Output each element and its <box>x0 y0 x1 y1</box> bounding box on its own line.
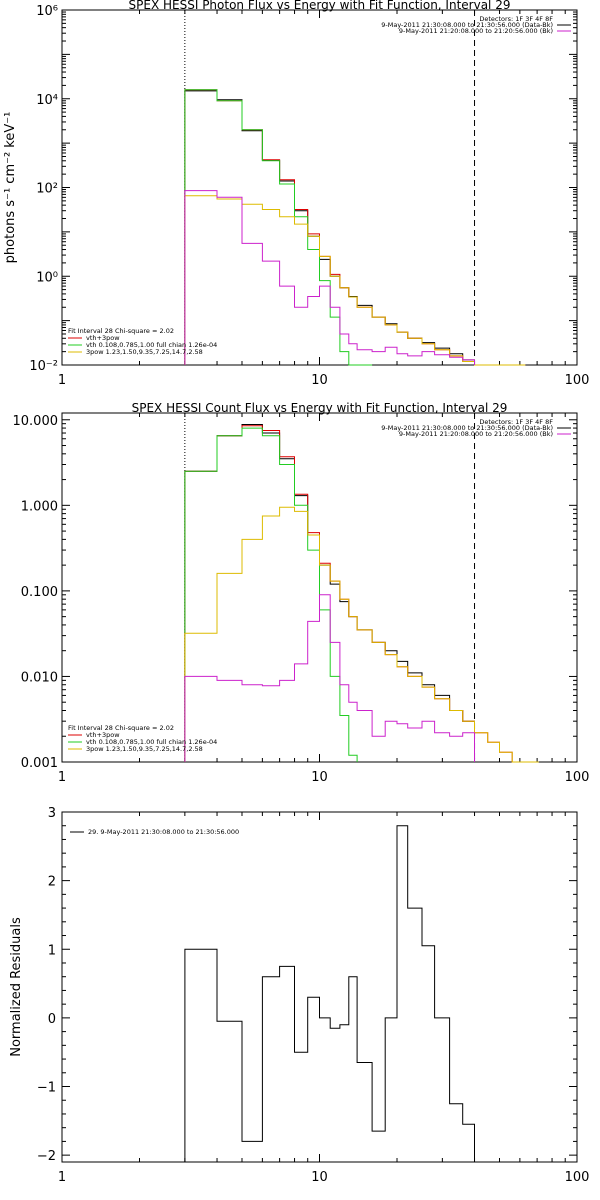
legend-topright-entry: 9-May-2011 21:30:08.000 to 21:30:56.000 … <box>381 21 553 29</box>
x-tick-label: 1 <box>58 770 66 785</box>
series-vth <box>184 427 358 762</box>
y-tick-label: 10.000 <box>13 414 59 429</box>
chart-panel-3: 1 10 100 −2 −1 0 1 2 3 Normalized Residuals 29. 9-… <box>9 806 589 1185</box>
legend-fit-info: Fit Interval 28 Chi-square = 2.02 <box>68 724 174 732</box>
legend-fit-info: Fit Interval 28 Chi-square = 2.02 <box>68 327 174 335</box>
legend-entry: 3pow 1.23,1.50,9.35,7.25,14.7,2.58 <box>86 745 203 753</box>
x-tick-label: 100 <box>565 1170 590 1185</box>
chart-title: SPEX HESSI Photon Flux vs Energy with Fi… <box>129 0 511 12</box>
y-tick-label: 1 <box>48 943 56 958</box>
y-tick-label: 10² <box>36 182 58 197</box>
series-bk <box>184 190 475 365</box>
legend-entry: vth 0.108,0.785,1.00 full chian 1.26e-04 <box>86 738 217 746</box>
x-tick-label: 1 <box>58 1170 66 1185</box>
y-tick-label: 2 <box>48 875 56 890</box>
y-tick-label: 10⁻² <box>29 359 58 374</box>
legend-topright-entry: 9-May-2011 21:20:08.000 to 21:20:56.000 … <box>399 27 553 35</box>
y-tick-label: 10⁴ <box>36 93 58 108</box>
x-tick-label: 10 <box>311 1170 328 1185</box>
legend-entry: vth 0.108,0.785,1.00 full chian 1.26e-04 <box>86 341 217 349</box>
legend-entry: vth+3pow <box>86 731 120 739</box>
x-tick-label: 100 <box>565 770 590 785</box>
legend-topright-entry: Detectors: 1F 3F 4F 8F <box>479 418 553 426</box>
x-tick-label: 1 <box>58 373 66 388</box>
chart-panel-2: SPEX HESSI Count Flux vs Energy with Fit… <box>13 401 590 785</box>
y-tick-label: 10⁶ <box>36 4 58 19</box>
chart-title: SPEX HESSI Count Flux vs Energy with Fit… <box>132 401 508 415</box>
series-bk <box>184 594 475 762</box>
series-vth <box>184 89 373 366</box>
legend-entry: vth+3pow <box>86 334 120 342</box>
legend-topright-entry: 9-May-2011 21:20:08.000 to 21:20:56.000 … <box>399 430 553 438</box>
legend-entry: 3pow 1.23,1.50,9.35,7.25,14.7,2.58 <box>86 348 203 356</box>
y-tick-label: 0.010 <box>21 670 58 685</box>
legend-entry: 29. 9-May-2011 21:30:08.000 to 21:30:56.… <box>88 828 239 836</box>
y-tick-label: −1 <box>37 1081 56 1096</box>
y-tick-label: 3 <box>48 806 56 821</box>
y-tick-label: 1.000 <box>21 499 58 514</box>
series-29-9-may-2011-21-30-08-000-to-21-30-56-000 <box>184 825 475 1162</box>
y-axis-label: Normalized Residuals <box>9 917 24 1057</box>
x-tick-label: 100 <box>565 373 590 388</box>
y-tick-label: 0 <box>48 1012 56 1027</box>
y-tick-label: 0.100 <box>21 585 58 600</box>
y-tick-label: −2 <box>37 1149 56 1164</box>
x-tick-label: 10 <box>311 373 328 388</box>
legend-topright-entry: Detectors: 1F 3F 4F 8F <box>479 15 553 23</box>
series-3pow <box>184 195 526 366</box>
y-tick-label: 10⁰ <box>36 270 58 285</box>
chart-panel-1: SPEX HESSI Photon Flux vs Energy with Fi… <box>3 0 589 388</box>
legend-topright-entry: 9-May-2011 21:30:08.000 to 21:30:56.000 … <box>381 424 553 432</box>
series-3pow <box>184 506 539 763</box>
x-tick-label: 10 <box>311 770 328 785</box>
y-tick-label: 0.001 <box>21 756 58 771</box>
y-axis-label: photons s⁻¹ cm⁻² keV⁻¹ <box>3 112 18 264</box>
